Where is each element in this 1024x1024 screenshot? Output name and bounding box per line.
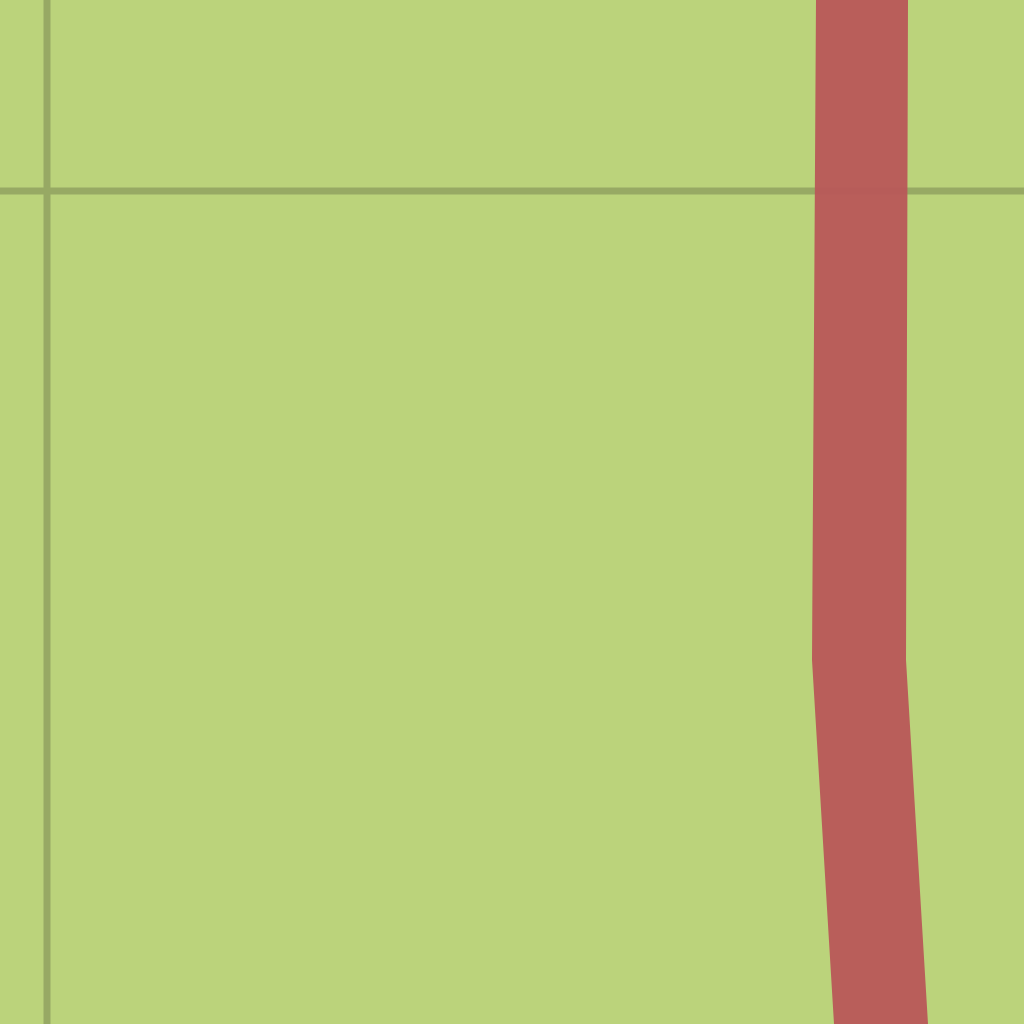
major-road[interactable]	[812, 0, 928, 1024]
